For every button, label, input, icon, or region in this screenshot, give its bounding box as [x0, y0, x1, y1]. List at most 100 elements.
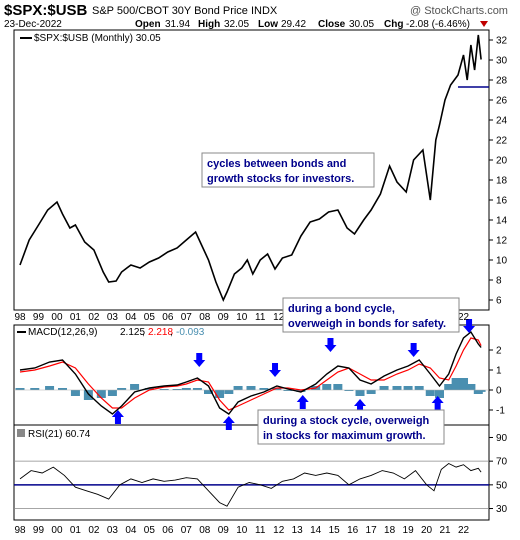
x-tick-label-bottom-03: 03	[107, 525, 119, 536]
x-tick-label-bottom-18: 18	[384, 525, 396, 536]
x-tick-label-bottom-14: 14	[310, 525, 322, 536]
high-label: High	[198, 19, 220, 30]
cycles-annotation-box	[201, 152, 375, 188]
macd-histogram-bar	[246, 386, 256, 390]
low-label: Low	[258, 19, 278, 30]
macd-histogram-bar	[392, 386, 402, 390]
low-value: 29.42	[281, 19, 306, 30]
price-layer: 6 8 10 12 14 16 18 20 22 24 26 28 30 32	[19, 34, 508, 307]
x-tick-label-bottom-10: 10	[236, 525, 248, 536]
cycle-arrow-down-icon	[463, 319, 476, 333]
price-y-tick-label-32: 32	[496, 36, 508, 47]
cycle-arrow-up-icon	[431, 396, 444, 410]
macd-histogram-bar	[70, 390, 80, 396]
cycle-arrow-up-icon	[296, 395, 309, 409]
x-tick-label-bottom-00: 00	[51, 525, 63, 536]
symbol-name: S&P 500/CBOT 30Y Bond Price INDX	[92, 5, 278, 17]
stock-annotation-line1: during a stock cycle, overweigh	[263, 415, 430, 427]
macd-histogram-bar	[15, 388, 25, 390]
x-tick-label-top-08: 08	[199, 312, 211, 323]
macd-histogram-bar	[181, 388, 191, 390]
x-tick-label-bottom-12: 12	[273, 525, 285, 536]
x-tick-label-bottom-22: 22	[458, 525, 470, 536]
x-tick-label-bottom-09: 09	[218, 525, 230, 536]
cycle-arrow-down-icon	[269, 363, 282, 377]
rsi-legend-swatch	[17, 429, 25, 437]
watermark: @ StockCharts.com	[410, 5, 508, 17]
macd-histogram-bar	[30, 388, 40, 390]
macd-histogram-bar	[379, 386, 389, 390]
price-series-line	[19, 34, 482, 302]
macd-histogram-bar	[476, 390, 486, 392]
macd-y-tick-label--1: -1	[496, 406, 505, 417]
x-tick-label-bottom-98: 98	[14, 525, 26, 536]
x-tick-label-top-10: 10	[236, 312, 248, 323]
macd-histogram-bar	[130, 384, 140, 390]
cycle-arrow-up-icon	[222, 416, 235, 430]
price-y-tick-label-22: 22	[496, 136, 508, 147]
rsi-y-tick-label-70: 70	[496, 457, 508, 468]
cycle-arrow-up-icon	[111, 410, 124, 424]
macd-legend-hist: -0.093	[176, 327, 205, 338]
x-tick-label-bottom-16: 16	[347, 525, 359, 536]
macd-histogram-bar	[425, 390, 435, 396]
x-tick-label-top-03: 03	[107, 312, 119, 323]
macd-histogram-bar	[414, 386, 424, 390]
close-label: Close	[318, 19, 346, 30]
open-label: Open	[135, 19, 161, 30]
macd-legend-signal: 2.218	[148, 327, 173, 338]
macd-histogram-bar	[159, 389, 169, 390]
price-y-tick-label-26: 26	[496, 96, 508, 107]
close-value: 30.05	[349, 19, 374, 30]
cycle-arrow-down-icon	[193, 353, 206, 367]
macd-legend-comma2: ,	[170, 327, 173, 338]
chg-label: Chg	[384, 19, 403, 30]
x-tick-label-bottom-13: 13	[292, 525, 304, 536]
bond-annotation-line1: during a bond cycle,	[288, 303, 395, 315]
x-tick-label-bottom-05: 05	[144, 525, 156, 536]
symbol-title: $SPX:$USB	[4, 2, 88, 19]
macd-histogram-bar	[45, 386, 55, 390]
rsi-layer: 30 50 70 90	[14, 433, 508, 515]
x-tick-label-bottom-19: 19	[403, 525, 415, 536]
macd-histogram-bar	[473, 390, 483, 394]
macd-histogram-bar	[296, 390, 306, 392]
x-tick-label-bottom-08: 08	[199, 525, 211, 536]
x-tick-label-top-06: 06	[162, 312, 174, 323]
macd-histogram-bar	[117, 388, 127, 390]
rsi-panel-frame	[13, 424, 490, 521]
macd-y-tick-label-2: 2	[496, 346, 502, 357]
price-y-tick-label-16: 16	[496, 196, 508, 207]
price-y-tick-label-10: 10	[496, 256, 508, 267]
x-tick-label-bottom-17: 17	[366, 525, 378, 536]
down-triangle-icon	[480, 21, 488, 27]
x-tick-label-top-00: 00	[51, 312, 63, 323]
x-tick-label-top-01: 01	[70, 312, 82, 323]
price-y-tick-label-20: 20	[496, 156, 508, 167]
macd-histogram-bar	[172, 389, 182, 390]
high-value: 32.05	[224, 19, 249, 30]
rsi-legend: RSI(21) 60.74	[28, 429, 91, 440]
macd-signal-line	[19, 337, 482, 411]
macd-histogram-bar	[83, 390, 93, 400]
macd-histogram-bar	[107, 390, 117, 396]
macd-histogram-bar	[451, 378, 461, 390]
macd-histogram-bar	[215, 390, 225, 398]
bond-annotation-line2: overweigh in bonds for safety.	[288, 318, 446, 330]
macd-histogram-bar	[344, 390, 354, 391]
macd-legend-comma1: ,	[142, 327, 145, 338]
macd-histogram-bar	[459, 378, 469, 390]
rsi-y-tick-label-30: 30	[496, 504, 508, 515]
macd-histogram-bar	[283, 390, 293, 391]
x-tick-label-bottom-15: 15	[329, 525, 341, 536]
chg-value: -2.08 (-6.46%)	[406, 19, 470, 30]
macd-histogram-bar	[272, 388, 282, 390]
macd-histogram-bar	[224, 390, 234, 394]
cycles-annotation-line1: cycles between bonds and	[207, 158, 346, 170]
macd-histogram-bar	[233, 386, 243, 390]
macd-y-tick-label-1: 1	[496, 366, 502, 377]
x-tick-label-top-09: 09	[218, 312, 230, 323]
x-tick-label-bottom-21: 21	[439, 525, 451, 536]
macd-histogram-bar	[403, 386, 413, 390]
macd-legend-value: 2.125	[120, 327, 145, 338]
